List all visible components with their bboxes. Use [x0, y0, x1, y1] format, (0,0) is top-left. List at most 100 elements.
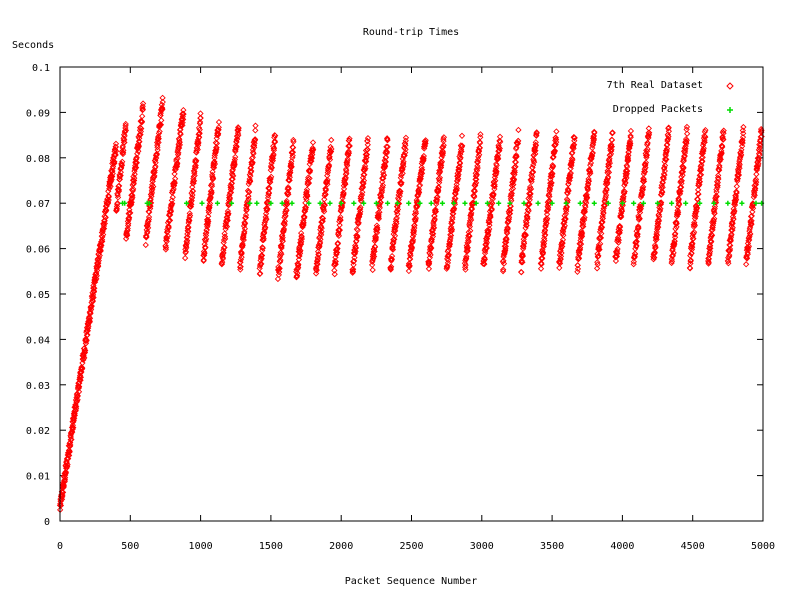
data-point — [87, 306, 95, 313]
data-point — [139, 100, 147, 107]
data-point — [229, 176, 236, 183]
data-point — [62, 468, 69, 475]
dropped-packet-point — [361, 200, 367, 206]
data-point — [583, 191, 590, 198]
data-point — [60, 481, 68, 489]
data-point — [195, 139, 202, 146]
data-point — [106, 185, 113, 192]
data-point — [400, 163, 407, 170]
data-point — [691, 219, 698, 226]
dropped-packet-point — [605, 200, 611, 206]
data-point — [598, 224, 606, 231]
data-point — [354, 234, 361, 241]
data-point — [139, 106, 147, 113]
data-point — [541, 235, 548, 242]
data-point — [224, 217, 231, 224]
x-tick-label: 4500 — [681, 541, 705, 552]
data-point — [361, 171, 368, 178]
data-point — [603, 185, 610, 193]
data-point — [265, 190, 273, 197]
data-point — [172, 175, 179, 182]
data-point — [445, 251, 452, 258]
data-point — [118, 162, 126, 169]
data-point — [675, 200, 683, 207]
data-point — [317, 236, 324, 243]
data-point — [258, 255, 265, 262]
data-point — [88, 302, 95, 310]
data-point — [332, 261, 339, 268]
data-point — [486, 222, 493, 229]
data-point — [503, 230, 511, 237]
data-point — [122, 120, 129, 128]
data-point — [681, 152, 688, 160]
data-point — [558, 249, 565, 257]
data-point — [752, 185, 759, 192]
data-point — [687, 257, 694, 265]
data-point — [508, 190, 515, 197]
data-point — [281, 221, 288, 228]
data-point — [668, 258, 676, 265]
data-point — [601, 198, 609, 206]
dropped-packet-point — [496, 200, 502, 206]
data-point — [150, 183, 157, 190]
data-point — [618, 208, 626, 215]
data-point — [633, 238, 640, 245]
data-point — [468, 205, 476, 213]
data-point — [316, 239, 324, 246]
data-point — [434, 193, 441, 201]
data-point — [195, 124, 203, 132]
data-point — [600, 209, 607, 216]
data-point — [332, 258, 339, 265]
legend: 7th Real Dataset Dropped Packets — [607, 80, 734, 115]
data-point — [615, 237, 622, 244]
data-point — [700, 147, 707, 155]
dropped-packet-point — [591, 200, 597, 206]
data-point — [524, 206, 532, 213]
data-point — [74, 392, 81, 399]
data-point — [317, 230, 324, 237]
data-point — [393, 218, 400, 225]
data-point — [713, 193, 720, 200]
plot-frame — [59, 66, 764, 522]
data-point — [456, 159, 463, 166]
data-point — [662, 156, 669, 163]
data-point — [169, 194, 176, 201]
data-point — [108, 176, 115, 183]
data-point — [468, 216, 475, 224]
data-point — [221, 244, 228, 251]
data-point — [379, 168, 387, 176]
data-point — [270, 151, 277, 158]
data-point — [739, 136, 746, 144]
data-point — [430, 221, 437, 229]
data-point — [665, 133, 672, 140]
data-point — [97, 247, 104, 255]
data-point — [358, 191, 366, 199]
data-point — [664, 141, 671, 148]
data-point — [153, 150, 161, 158]
data-point — [503, 236, 510, 243]
data-point — [481, 260, 488, 268]
data-point — [388, 255, 396, 263]
dropped-packet-point — [146, 200, 152, 206]
data-point — [77, 374, 85, 381]
data-point — [672, 230, 679, 237]
data-point — [69, 428, 76, 436]
data-point — [483, 245, 490, 252]
data-point — [438, 162, 445, 169]
data-point — [625, 148, 632, 156]
dropped-packet-point — [669, 200, 675, 206]
data-point — [201, 236, 209, 243]
data-point — [174, 155, 181, 162]
data-point — [166, 217, 174, 224]
data-point — [491, 181, 498, 188]
data-point — [354, 227, 361, 234]
data-point — [381, 163, 389, 170]
data-point — [392, 227, 399, 234]
data-point — [138, 125, 145, 132]
data-point — [693, 204, 701, 211]
data-point — [474, 162, 481, 170]
data-point — [158, 117, 165, 124]
data-point — [127, 209, 134, 217]
data-point — [252, 127, 259, 134]
data-point — [69, 422, 76, 429]
